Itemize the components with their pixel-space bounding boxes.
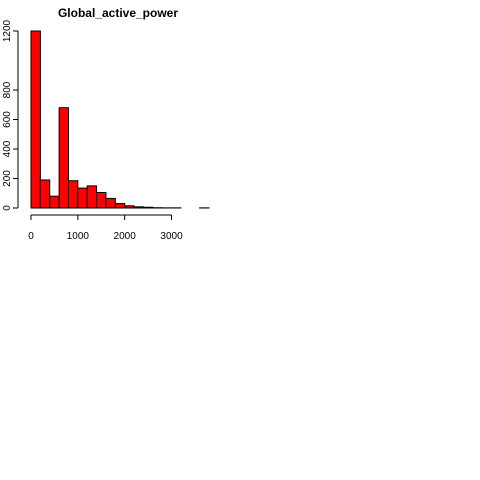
x-tick-label-2: 2000 xyxy=(114,231,137,242)
histogram-bar-6 xyxy=(86,185,98,209)
y-tick-label-5: 1200 xyxy=(2,19,13,42)
histogram-bar-0 xyxy=(30,30,41,209)
y-tick-label-1: 200 xyxy=(2,170,13,187)
histogram-bar-5 xyxy=(77,187,88,209)
histogram-bar-9 xyxy=(114,203,126,209)
x-tick-label-3: 3000 xyxy=(160,231,183,242)
histogram-bar-1 xyxy=(39,179,51,209)
y-tick-label-0: 0 xyxy=(2,205,13,211)
y-tick-label-2: 400 xyxy=(2,140,13,157)
x-tick-label-0: 0 xyxy=(28,231,34,242)
chart-title: Global_active_power xyxy=(58,6,178,20)
histogram-bar-3 xyxy=(58,107,69,209)
x-tick-label-1: 1000 xyxy=(67,231,90,242)
histogram-bar-12 xyxy=(142,206,154,209)
histogram-bar-11 xyxy=(133,206,144,209)
histogram-bar-10 xyxy=(124,205,135,209)
y-tick-label-3: 600 xyxy=(2,111,13,128)
y-axis: 0 200 400 600 800 1200 xyxy=(2,19,19,211)
x-axis: 0 1000 2000 3000 xyxy=(28,214,183,242)
histogram-bar-8 xyxy=(105,197,116,209)
histogram-bars xyxy=(30,30,210,209)
histogram-bar-4 xyxy=(67,180,79,209)
histogram-bar-7 xyxy=(96,192,107,209)
histogram-bar-2 xyxy=(49,195,60,209)
y-tick-label-4: 800 xyxy=(2,81,13,98)
